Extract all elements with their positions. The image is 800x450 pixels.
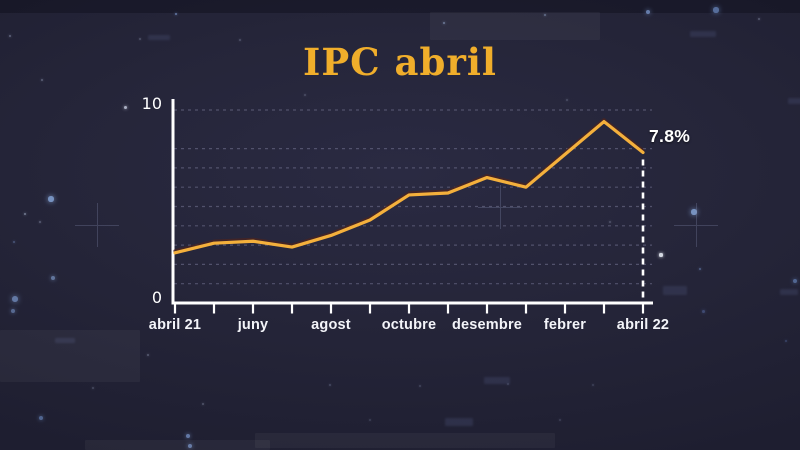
star-dot [419, 385, 421, 387]
star-dot [239, 39, 241, 41]
background-panel [0, 330, 140, 382]
top-shade-band [0, 0, 800, 13]
star-dot [146, 353, 150, 357]
star-dot [329, 384, 331, 386]
star-dot [559, 419, 561, 421]
crosshair-marker [75, 203, 119, 247]
glitch-texture [788, 98, 800, 104]
star-dot [123, 105, 127, 109]
star-dot [51, 276, 55, 280]
star-dot [792, 278, 798, 284]
star-dot [12, 240, 16, 244]
data-line [173, 119, 645, 255]
x-axis-label: juny [237, 317, 269, 333]
crosshair-marker [478, 185, 522, 229]
star-dot [48, 196, 54, 202]
x-axis-label: agost [311, 317, 351, 333]
star-dot [757, 17, 761, 21]
star-dot [784, 339, 788, 343]
star-dot [8, 34, 12, 38]
star-dot [39, 221, 41, 223]
star-dot [139, 38, 141, 40]
star-dot [185, 433, 191, 439]
crosshair-marker [674, 203, 718, 247]
x-axis-label: abril 21 [148, 317, 202, 333]
star-dot [713, 7, 719, 13]
star-dot [23, 212, 27, 216]
y-axis-label-zero: 0 [151, 288, 162, 307]
star-dot [544, 14, 546, 16]
glitch-texture [663, 286, 687, 295]
star-dot [645, 9, 651, 15]
star-dot [39, 416, 43, 420]
glitch-texture [780, 289, 798, 295]
x-axis-label: abril 22 [616, 317, 670, 333]
star-dot [701, 309, 705, 313]
star-dot [659, 253, 663, 257]
star-dot [40, 78, 44, 82]
star-dot [507, 383, 509, 385]
star-dot [691, 209, 697, 215]
background-panel [430, 12, 600, 40]
y-axis-label-max: 10 [141, 94, 162, 113]
x-axis-label: desembre [451, 317, 523, 333]
x-axis-label: octubre [381, 317, 437, 333]
glitch-texture [148, 35, 170, 40]
glitch-texture [484, 377, 510, 384]
glitch-texture [55, 338, 75, 343]
star-dot [304, 94, 306, 96]
data-line-shadow [173, 118, 645, 253]
x-axis-label: febrer [543, 317, 587, 333]
star-dot [442, 21, 446, 25]
glitch-texture [445, 418, 473, 426]
star-dot [187, 443, 193, 449]
star-dot [609, 221, 611, 223]
star-dot [369, 419, 371, 421]
star-dot [698, 267, 702, 271]
star-dot [92, 387, 94, 389]
star-dot [592, 384, 594, 386]
glitch-texture [690, 31, 716, 37]
star-dot [10, 308, 16, 314]
star-dot [201, 402, 205, 406]
background-panel [85, 440, 270, 450]
star-dot [174, 12, 178, 16]
latest-value-label: 7.8% [649, 126, 691, 146]
star-dot [566, 99, 568, 101]
chart-title: IPC abril [303, 40, 497, 84]
background-panel [255, 433, 555, 448]
star-dot [12, 296, 18, 302]
